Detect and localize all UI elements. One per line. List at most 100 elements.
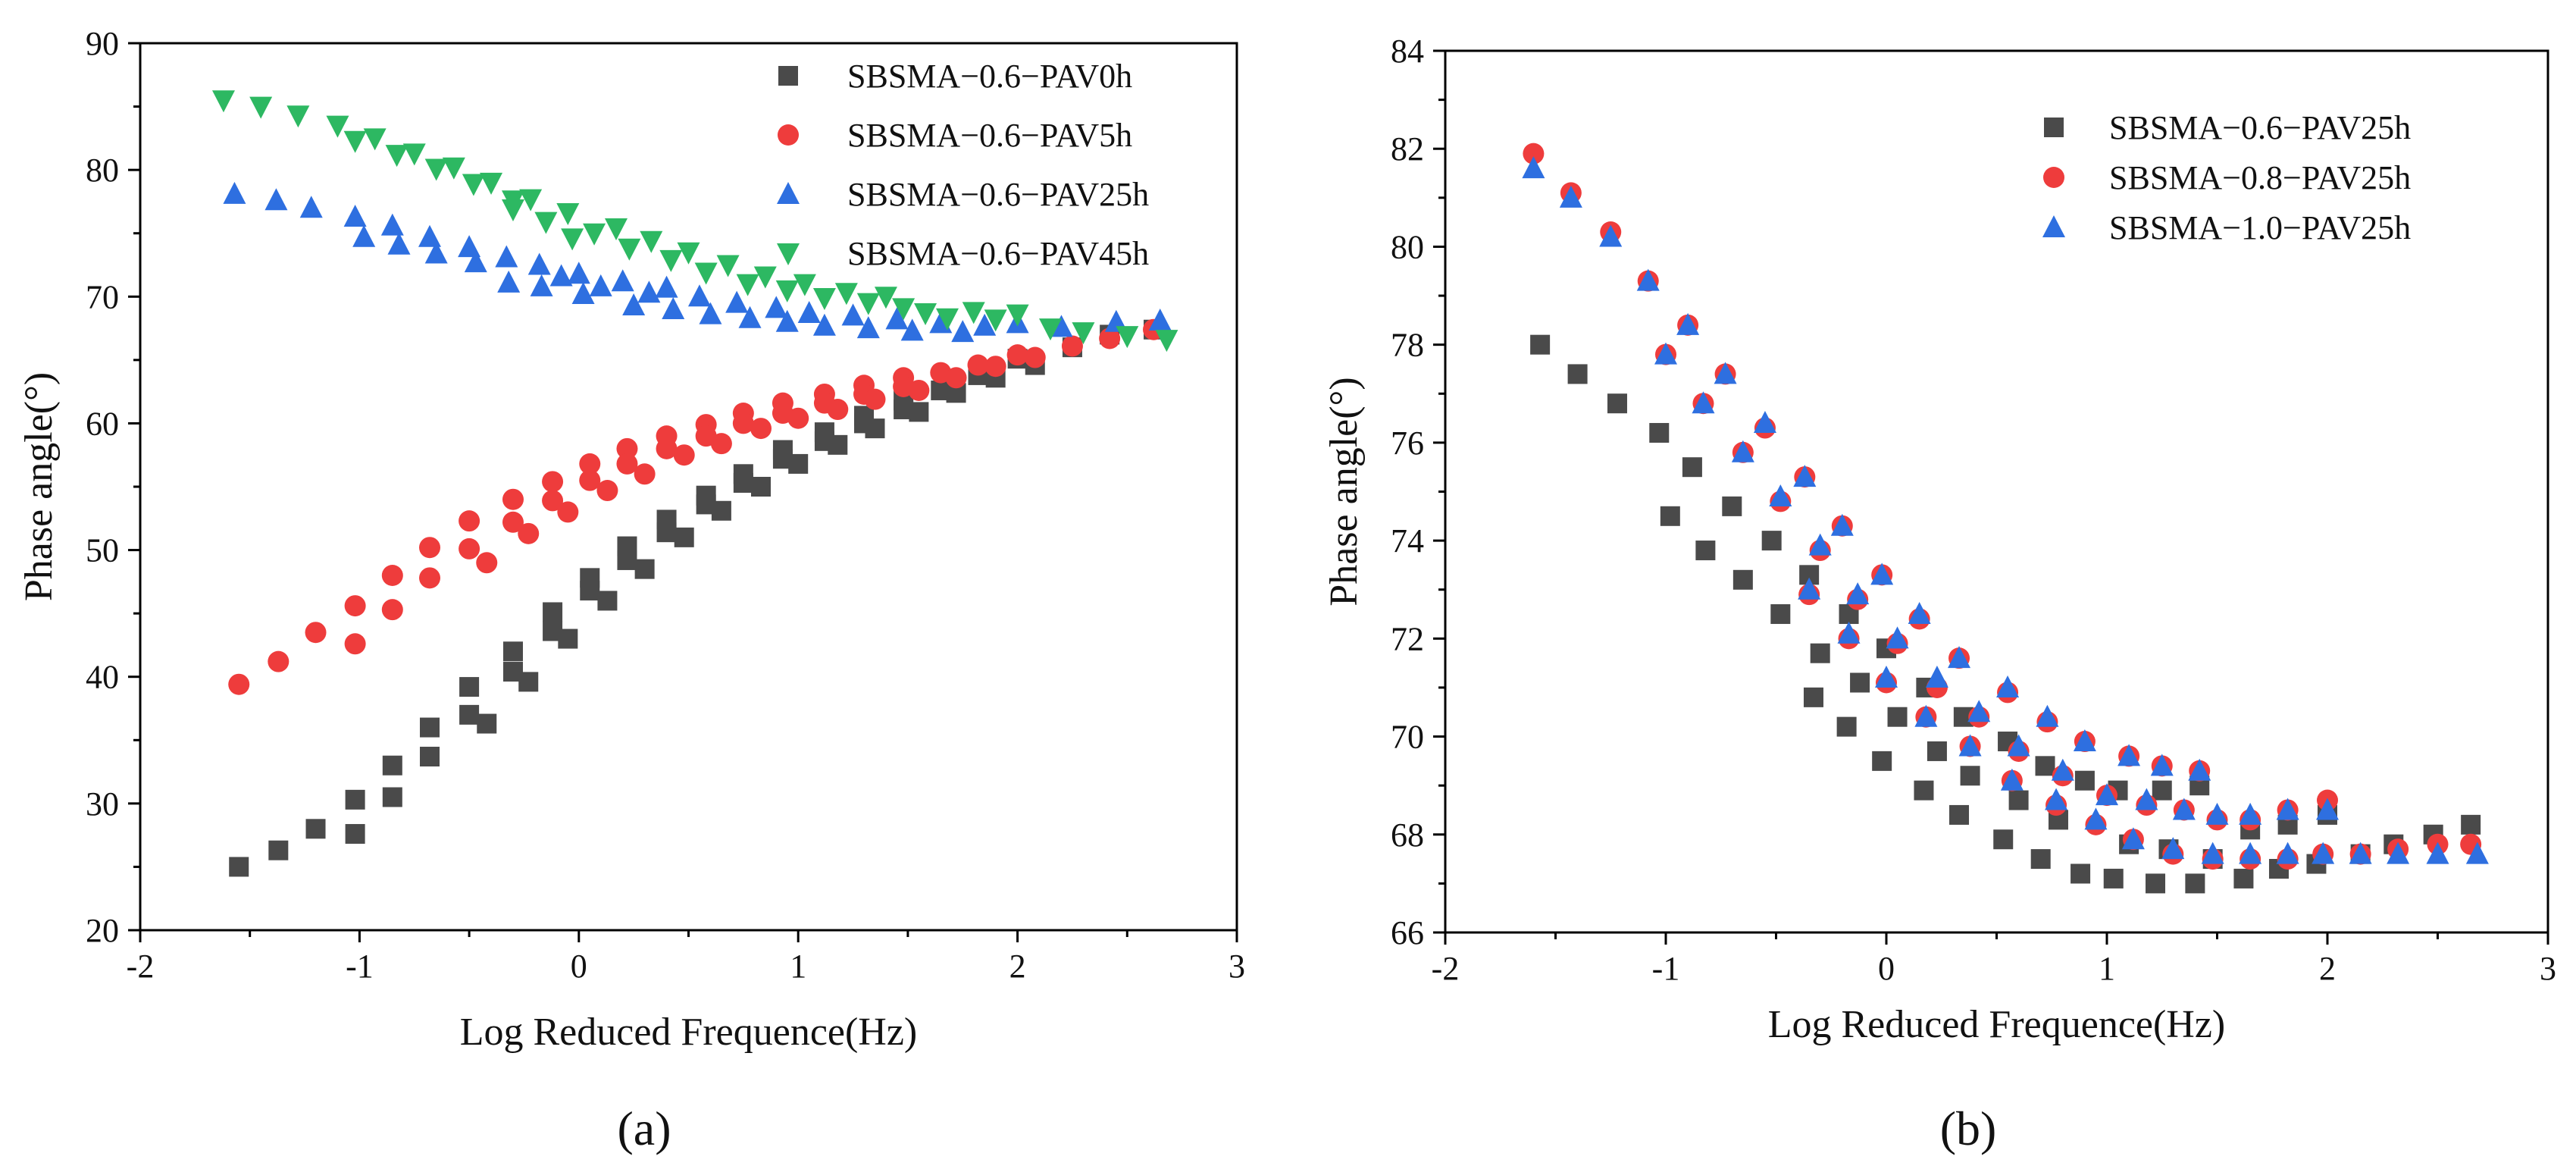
data-point	[1695, 541, 1716, 561]
data-point	[2152, 780, 2172, 801]
data-point	[655, 275, 678, 298]
data-point	[464, 250, 487, 273]
data-point	[900, 318, 924, 341]
x-tick-label: 3	[1229, 948, 1245, 985]
data-point	[1798, 577, 1821, 600]
data-point	[286, 105, 310, 128]
data-point	[458, 235, 481, 258]
data-point	[299, 196, 323, 218]
data-point	[2051, 758, 2074, 781]
data-point	[268, 650, 290, 672]
data-point	[1850, 672, 1870, 693]
data-point	[656, 522, 677, 543]
data-point	[732, 412, 754, 434]
data-point	[583, 223, 606, 246]
data-point	[229, 857, 249, 877]
data-point	[787, 407, 809, 429]
legend-marker	[2042, 215, 2065, 237]
data-point	[834, 283, 858, 306]
data-point	[382, 787, 402, 807]
data-point	[1155, 330, 1178, 353]
series-a-2	[223, 181, 1172, 343]
data-point	[973, 313, 997, 336]
data-point	[751, 477, 772, 497]
data-point	[502, 488, 524, 510]
data-point	[363, 128, 387, 151]
x-tick-label: 3	[2540, 950, 2556, 987]
data-point	[1836, 716, 1857, 737]
data-point	[495, 245, 518, 268]
data-point	[812, 287, 836, 310]
data-point	[967, 354, 989, 376]
data-point	[864, 388, 886, 410]
series-a-1	[228, 318, 1165, 695]
y-tick-label: 20	[86, 912, 119, 949]
data-point	[2233, 868, 2254, 889]
data-point	[1949, 804, 1970, 825]
x-tick-label: 0	[571, 948, 587, 985]
data-point	[459, 537, 480, 559]
data-point	[2035, 756, 2055, 776]
data-point	[1559, 185, 1582, 208]
data-point	[765, 296, 788, 318]
data-point	[716, 255, 740, 277]
data-point	[788, 453, 809, 474]
data-point	[827, 399, 849, 421]
y-tick-label: 84	[1391, 33, 1424, 70]
data-point	[381, 599, 403, 621]
data-point	[1061, 335, 1083, 357]
data-point	[951, 320, 975, 343]
data-point	[459, 704, 480, 725]
data-point	[1607, 393, 1627, 414]
data-point	[984, 309, 1007, 332]
panel-a-chart: -2 -1 0 1 2 3 20 30 40 50 60 70 80 90 Log Reduced Freq…	[17, 25, 1245, 1155]
data-point	[733, 472, 753, 493]
data-point	[2084, 807, 2108, 830]
legend-marker	[2044, 118, 2064, 137]
data-point	[984, 356, 1006, 378]
data-point	[2465, 841, 2489, 864]
data-point	[1925, 666, 1948, 688]
data-point	[476, 552, 498, 574]
data-point	[1523, 143, 1545, 165]
legend-marker	[777, 243, 800, 265]
y-tick-label: 74	[1391, 522, 1424, 559]
data-point	[519, 189, 543, 212]
data-point	[387, 232, 411, 255]
data-point	[674, 527, 694, 547]
data-point	[2000, 768, 2024, 791]
data-point	[1993, 829, 2014, 850]
data-point	[385, 145, 408, 168]
data-point	[1846, 582, 1870, 605]
data-point	[673, 444, 695, 466]
y-tick-label: 80	[1391, 228, 1424, 265]
data-point	[1050, 315, 1073, 337]
data-point	[558, 628, 578, 649]
data-point	[1770, 604, 1791, 625]
data-point	[2312, 841, 2335, 864]
data-point	[542, 471, 564, 493]
data-point	[596, 480, 618, 502]
data-point	[710, 433, 732, 455]
data-point	[1530, 334, 1551, 355]
data-point	[345, 823, 365, 844]
data-point	[501, 199, 524, 221]
data-point	[418, 224, 442, 247]
data-point	[2146, 873, 2166, 894]
data-point	[420, 717, 440, 738]
data-point	[344, 633, 366, 655]
data-point	[2117, 744, 2141, 766]
legend-label: SBSMA−0.6−PAV5h	[847, 117, 1132, 154]
data-point	[1875, 666, 1898, 688]
data-point	[557, 501, 579, 523]
data-point	[2103, 868, 2124, 889]
x-axis-title: Log Reduced Frequence(Hz)	[1768, 1003, 2226, 1046]
data-point	[828, 434, 848, 455]
data-point	[1072, 322, 1095, 345]
y-tick-label: 82	[1391, 130, 1424, 168]
y-tick-label: 30	[86, 785, 119, 823]
data-point	[2185, 873, 2205, 894]
data-point	[1769, 484, 1792, 506]
data-point	[1914, 780, 1934, 801]
